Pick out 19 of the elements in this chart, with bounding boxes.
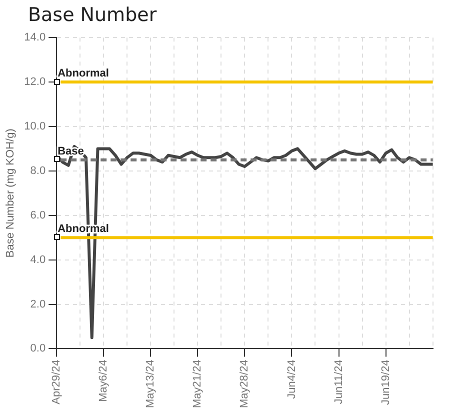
chart-title: Base Number [28, 4, 157, 26]
ref-line-label: Abnormal [58, 68, 109, 80]
x-tick-label: May28/24 [238, 360, 251, 408]
y-tick-label: 10.0 [24, 120, 46, 133]
y-tick-label: 8.0 [30, 164, 46, 177]
y-tick-label: 6.0 [30, 209, 46, 222]
y-tick-label: 4.0 [30, 254, 46, 266]
y-axis-title: Base Number (mg KOH/g) [4, 128, 17, 258]
y-tick-label: 14.0 [24, 32, 46, 44]
y-tick-label: 0.0 [30, 342, 46, 355]
x-tick-label: May21/24 [192, 360, 204, 408]
y-tick-label: 2.0 [30, 298, 46, 310]
y-tick-label: 12.0 [24, 76, 46, 88]
x-tick-label: Jun11/24 [332, 360, 345, 404]
x-tick-label: May6/24 [98, 360, 110, 402]
x-tick-label: Jun19/24 [380, 360, 392, 405]
x-tick-label: Apr29/24 [50, 360, 63, 404]
x-tick-label: May13/24 [144, 360, 157, 408]
x-tick-label: Jun4/24 [286, 360, 298, 399]
